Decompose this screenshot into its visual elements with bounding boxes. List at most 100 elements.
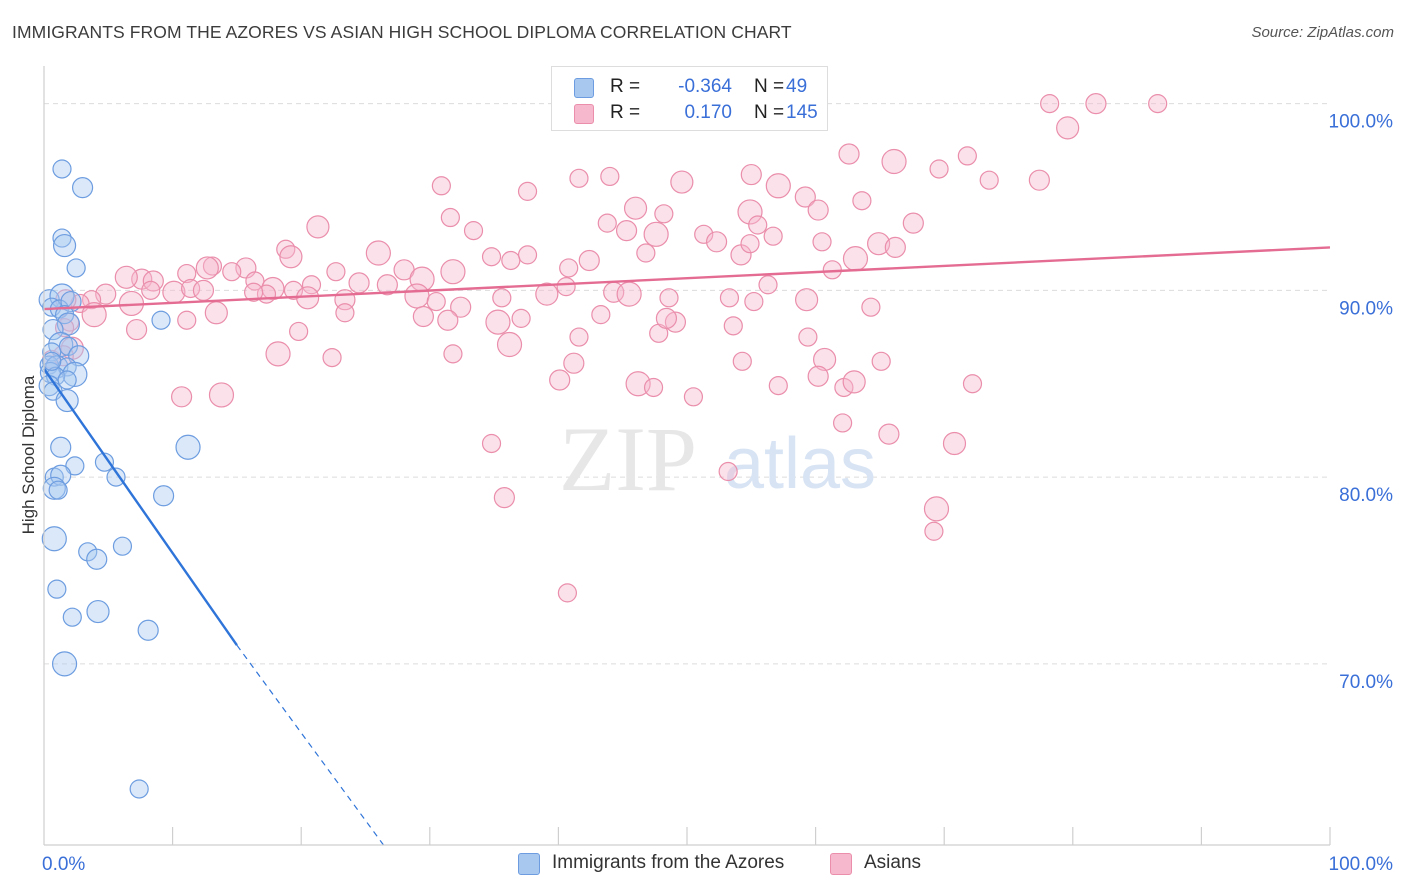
source-label: Source: ZipAtlas.com xyxy=(1251,24,1394,41)
asians-point xyxy=(517,245,538,265)
azores-point xyxy=(51,651,78,677)
asians-point xyxy=(813,347,837,372)
asians-point xyxy=(404,283,430,309)
asians-point xyxy=(563,352,585,374)
asians-point xyxy=(348,272,370,294)
asians-point xyxy=(768,376,788,396)
asians-point xyxy=(878,423,900,445)
asians-point xyxy=(481,247,502,267)
asians-point xyxy=(501,250,521,271)
legend-swatch-blue xyxy=(518,853,540,875)
asians-point xyxy=(807,365,829,387)
legend-n-value: 49 xyxy=(786,76,808,97)
asians-point xyxy=(643,221,669,247)
asians-point xyxy=(740,163,762,186)
azores-point xyxy=(52,228,72,248)
asians-point xyxy=(283,280,304,300)
correlation-legend: R = -0.364 N = 49 R = 0.170 N = 145 xyxy=(551,66,828,131)
asians-point xyxy=(833,413,853,433)
asians-point xyxy=(549,369,571,391)
azores-point xyxy=(52,233,77,258)
asians-point xyxy=(440,207,460,228)
asians-point xyxy=(569,327,589,347)
azores-point xyxy=(106,467,126,487)
asians-point xyxy=(615,220,638,242)
y-tick-labels: 100.0% 90.0% 80.0% 70.0% xyxy=(1329,112,1394,693)
asians-point xyxy=(591,305,611,325)
asians-point xyxy=(842,246,869,272)
legend-r-label: R = xyxy=(610,102,641,123)
asians-point xyxy=(636,243,656,263)
azores-point xyxy=(94,452,115,472)
asians-point xyxy=(794,288,819,312)
asians-point xyxy=(597,213,617,233)
azores-point xyxy=(52,159,72,179)
legend-n-label: N = xyxy=(754,102,785,123)
asians-point xyxy=(740,234,760,254)
asians-point xyxy=(923,496,950,522)
y-tick-label: 70.0% xyxy=(1339,672,1393,693)
asians-point xyxy=(493,487,515,509)
asians-point xyxy=(440,259,466,285)
azores-point xyxy=(175,434,201,460)
asians-point xyxy=(719,288,740,308)
asians-point xyxy=(807,199,829,221)
chart-title: IMMIGRANTS FROM THE AZORES VS ASIAN HIGH… xyxy=(12,22,792,42)
asians-point xyxy=(616,281,642,307)
asians-point xyxy=(192,279,215,301)
asians-point xyxy=(141,280,161,300)
asians-point xyxy=(276,239,296,259)
asians-point xyxy=(1085,93,1107,115)
asians-point xyxy=(557,583,578,603)
asians-point xyxy=(81,302,107,328)
y-tick-label: 100.0% xyxy=(1329,112,1394,133)
asians-point xyxy=(683,387,704,407)
asians-point xyxy=(222,262,242,282)
asians-point xyxy=(625,371,651,397)
asians-point xyxy=(924,521,944,541)
legend-r-value: 0.170 xyxy=(684,102,732,123)
azores-point xyxy=(42,318,64,341)
legend-r-label: R = xyxy=(610,76,641,97)
legend-swatch-pink xyxy=(574,104,594,124)
asians-point xyxy=(718,461,738,482)
asians-point xyxy=(177,263,197,284)
azores-point xyxy=(47,579,67,599)
asians-point xyxy=(535,282,559,306)
asians-point xyxy=(871,351,891,371)
asians-point xyxy=(794,186,816,208)
y-tick-label: 90.0% xyxy=(1339,298,1393,319)
asians-point xyxy=(659,288,679,308)
asians-points xyxy=(42,93,1168,603)
asians-point xyxy=(902,212,924,234)
asians-point xyxy=(623,196,648,220)
asians-point xyxy=(481,433,502,454)
asians-point xyxy=(744,291,764,312)
asians-point xyxy=(463,221,484,241)
asians-point xyxy=(265,341,291,367)
azores-points xyxy=(38,159,201,799)
asians-point xyxy=(437,309,459,331)
y-tick-label: 80.0% xyxy=(1339,485,1393,506)
legend-label: Immigrants from the Azores xyxy=(552,852,785,873)
asians-point xyxy=(376,274,398,296)
asians-point xyxy=(867,232,891,256)
legend-swatch-blue xyxy=(574,78,594,98)
asians-point xyxy=(114,265,138,289)
legend-n-value: 145 xyxy=(786,102,818,123)
asians-point xyxy=(979,170,999,190)
asians-point xyxy=(1148,94,1168,114)
asians-point xyxy=(322,347,342,368)
asians-point xyxy=(798,327,818,347)
azores-point xyxy=(71,177,94,199)
asians-point xyxy=(1056,116,1080,140)
asians-point xyxy=(578,249,600,272)
asians-point xyxy=(496,331,523,358)
legend-swatch-pink xyxy=(830,853,852,875)
legend-r-value: -0.364 xyxy=(678,76,732,97)
asians-point xyxy=(279,245,303,269)
asians-point xyxy=(162,280,186,304)
asians-point xyxy=(655,307,678,329)
asians-point xyxy=(485,309,511,335)
asians-point xyxy=(171,386,193,408)
